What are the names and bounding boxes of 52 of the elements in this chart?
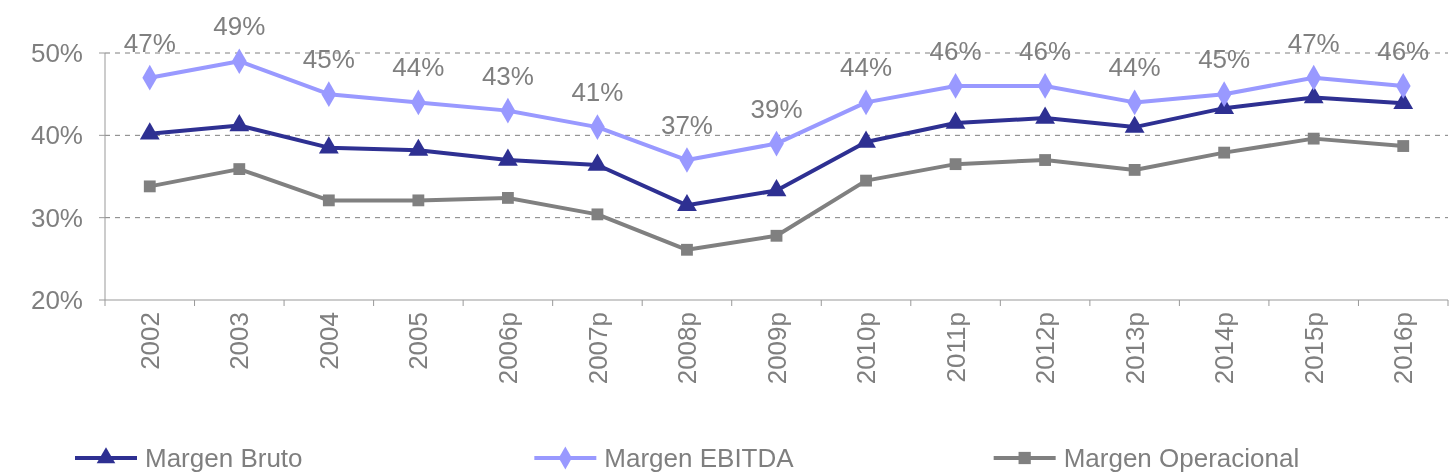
- data-label: 44%: [840, 52, 893, 83]
- legend-label: Margen Operacional: [1063, 443, 1300, 474]
- x-tick-label: 2016p: [1388, 312, 1419, 385]
- data-label: 37%: [660, 110, 713, 141]
- data-label: 43%: [481, 60, 534, 91]
- x-tick-label: 2013p: [1119, 312, 1150, 385]
- point: [233, 163, 246, 176]
- point: [322, 194, 335, 207]
- legend-label: Margen Bruto: [145, 443, 303, 474]
- x-tick-label: 2015p: [1298, 312, 1329, 385]
- x-tick-label: 2008p: [672, 312, 703, 385]
- y-tick-label: 40%: [30, 120, 83, 151]
- data-label: 44%: [1108, 52, 1161, 83]
- x-tick-label: 2006p: [493, 312, 523, 385]
- data-label: 45%: [302, 44, 355, 75]
- data-label: 39%: [750, 93, 803, 124]
- data-label: 41%: [571, 77, 624, 108]
- x-tick-label: 2007p: [582, 312, 613, 385]
- point: [412, 194, 425, 207]
- x-tick-label: 2003: [224, 312, 255, 370]
- data-label: 45%: [1198, 44, 1251, 75]
- point: [501, 191, 514, 204]
- x-tick-label: 2005: [403, 312, 434, 370]
- point: [1039, 154, 1052, 166]
- point: [949, 158, 962, 171]
- point: [1307, 132, 1320, 145]
- point: [770, 229, 783, 242]
- point: [681, 243, 693, 256]
- x-tick-label: 2009p: [761, 312, 792, 385]
- y-tick-label: 20%: [30, 285, 83, 316]
- x-tick-label: 2004: [313, 312, 344, 370]
- y-tick-label: 30%: [30, 202, 83, 233]
- point: [860, 174, 872, 187]
- x-tick-label: 2012p: [1030, 312, 1061, 385]
- point: [1218, 146, 1231, 159]
- x-tick-label: 2014p: [1209, 312, 1240, 385]
- x-tick-label: 2010p: [851, 312, 882, 385]
- data-label: 46%: [1377, 35, 1430, 66]
- data-label: 47%: [1287, 27, 1340, 58]
- data-label: 49%: [213, 11, 266, 42]
- x-tick-label: 2002: [134, 312, 165, 370]
- data-label: 46%: [1019, 35, 1072, 66]
- point: [591, 208, 604, 221]
- point: [1397, 140, 1410, 152]
- data-label: 44%: [392, 52, 445, 83]
- legend-label: Margen EBITDA: [604, 443, 795, 474]
- data-label: 47%: [123, 27, 176, 58]
- y-tick-label: 50%: [30, 38, 83, 69]
- x-tick-label: 2011p: [940, 312, 971, 383]
- point: [143, 180, 156, 193]
- point: [1128, 164, 1141, 176]
- data-label: 46%: [929, 35, 982, 66]
